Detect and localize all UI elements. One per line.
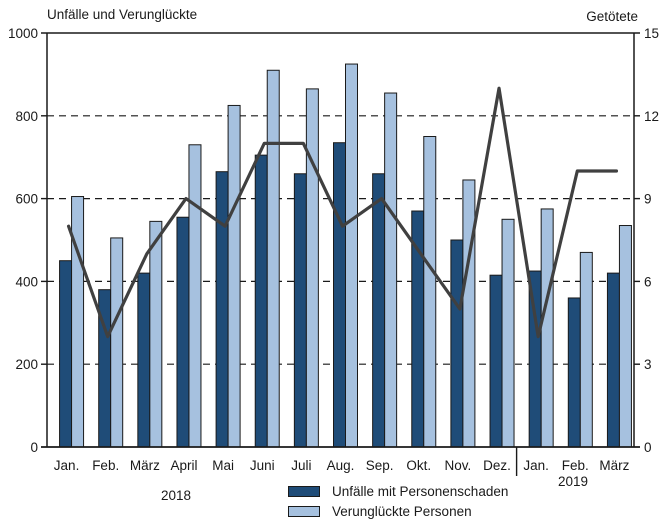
bar-unfaelle bbox=[411, 210, 425, 448]
x-tick-label: Jan. bbox=[54, 458, 80, 473]
left-tick-label: 800 bbox=[15, 109, 38, 124]
right-tick-label: 9 bbox=[644, 192, 652, 207]
x-tick-label: Nov. bbox=[445, 458, 472, 473]
left-tick-label: 600 bbox=[15, 192, 38, 207]
legend: Unfälle mit Personenschaden Verunglückte… bbox=[288, 481, 508, 521]
bar-unfaelle bbox=[137, 272, 151, 448]
bar-verunglueckte bbox=[227, 104, 241, 448]
bar-verunglueckte bbox=[188, 144, 202, 448]
left-axis-title: Unfälle und Verunglückte bbox=[47, 7, 198, 22]
left-tick-label: 200 bbox=[15, 357, 38, 372]
right-tick-label: 6 bbox=[644, 274, 652, 289]
x-tick-label: Aug. bbox=[327, 458, 355, 473]
bar-unfaelle bbox=[606, 272, 620, 448]
right-tick-label: 0 bbox=[644, 440, 652, 455]
bar-verunglueckte bbox=[618, 225, 632, 448]
x-tick-label: Feb. bbox=[562, 458, 589, 473]
bar-verunglueckte bbox=[345, 63, 358, 448]
legend-label-unfaelle: Unfälle mit Personenschaden bbox=[332, 483, 509, 499]
legend-swatch-unfaelle bbox=[288, 485, 320, 497]
bar-verunglueckte bbox=[501, 218, 515, 448]
bar-verunglueckte bbox=[305, 88, 319, 448]
bar-verunglueckte bbox=[540, 208, 554, 448]
x-tick-label: Juli bbox=[291, 458, 311, 473]
bar-unfaelle bbox=[450, 239, 464, 448]
bar-unfaelle bbox=[254, 154, 268, 448]
right-tick-label: 15 bbox=[644, 26, 659, 41]
bar-unfaelle bbox=[176, 216, 190, 448]
bar-unfaelle bbox=[372, 173, 386, 448]
year-label-2018: 2018 bbox=[160, 488, 192, 503]
x-tick-label: April bbox=[170, 458, 197, 473]
left-tick-label: 1000 bbox=[8, 26, 38, 41]
bar-verunglueckte bbox=[149, 220, 163, 448]
x-tick-label: März bbox=[599, 458, 629, 473]
x-tick-label: Feb. bbox=[92, 458, 119, 473]
x-tick-label: März bbox=[130, 458, 160, 473]
right-tick-label: 3 bbox=[644, 357, 652, 372]
bar-verunglueckte bbox=[462, 179, 476, 448]
bar-verunglueckte bbox=[423, 136, 437, 448]
bar-unfaelle bbox=[215, 171, 229, 448]
x-tick-label: Jan. bbox=[523, 458, 549, 473]
x-tick-label: Mai bbox=[212, 458, 234, 473]
x-tick-label: Sep. bbox=[366, 458, 394, 473]
bar-unfaelle bbox=[293, 173, 307, 448]
bar-unfaelle bbox=[333, 142, 346, 448]
right-tick-label: 12 bbox=[644, 109, 659, 124]
line-getoetete bbox=[66, 86, 619, 339]
legend-swatch-verunglueckte bbox=[288, 505, 320, 517]
right-axis-title: Getötete bbox=[586, 9, 638, 24]
bar-unfaelle bbox=[489, 274, 503, 448]
x-tick-label: Dez. bbox=[483, 458, 511, 473]
legend-item-unfaelle: Unfälle mit Personenschaden bbox=[288, 481, 508, 501]
year-label-2019: 2019 bbox=[557, 474, 589, 489]
bar-verunglueckte bbox=[71, 196, 85, 448]
left-tick-label: 0 bbox=[30, 440, 38, 455]
x-tick-label: Okt. bbox=[406, 458, 431, 473]
bar-verunglueckte bbox=[266, 69, 280, 448]
bar-unfaelle bbox=[59, 260, 73, 448]
bar-verunglueckte bbox=[110, 237, 124, 448]
legend-label-verunglueckte: Verunglückte Personen bbox=[332, 503, 472, 519]
x-tick-label: Juni bbox=[250, 458, 275, 473]
bar-verunglueckte bbox=[384, 92, 398, 448]
bar-unfaelle bbox=[567, 297, 581, 448]
legend-item-verunglueckte: Verunglückte Personen bbox=[288, 501, 508, 521]
left-tick-label: 400 bbox=[15, 274, 38, 289]
bar-verunglueckte bbox=[579, 251, 593, 448]
